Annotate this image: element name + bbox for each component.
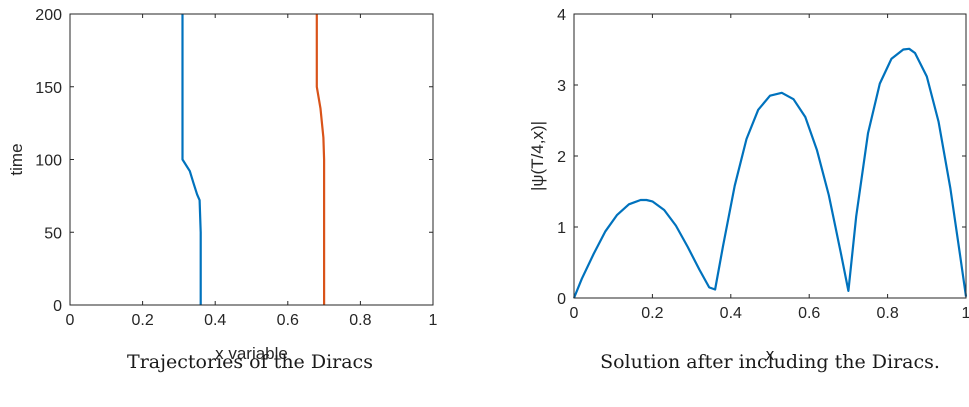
y-tick-label: 50 <box>44 225 62 242</box>
y-tick-label: 200 <box>35 7 62 24</box>
chart-trajectories: 0 0.2 0.4 0.6 0.8 1 0 50 100 150 200 x variable ti… <box>7 7 438 363</box>
tick-labels: 0 0.2 0.4 0.6 0.8 1 0 1 2 3 4 <box>557 7 969 322</box>
y-tick-label: 150 <box>35 80 62 97</box>
x-tick-label: 0.8 <box>349 312 371 329</box>
y-tick-label: 100 <box>35 153 62 170</box>
x-tick-label: 0 <box>66 312 75 329</box>
y-tick-label: 3 <box>557 78 566 95</box>
tick-marks <box>69 13 434 306</box>
tick-labels: 0 0.2 0.4 0.6 0.8 1 0 50 100 150 200 <box>35 7 437 329</box>
axes-box <box>69 13 434 306</box>
series-line-1 <box>572 47 968 299</box>
x-tick-label: 1 <box>429 312 438 329</box>
x-tick-label: 0 <box>570 305 579 322</box>
y-tick-label: 0 <box>557 291 566 308</box>
x-tick-label: 0.6 <box>798 305 820 322</box>
x-tick-label: 0.4 <box>720 305 742 322</box>
x-tick-label: 0.6 <box>277 312 299 329</box>
x-tick-label: 1 <box>962 305 969 322</box>
y-tick-label: 0 <box>53 298 62 315</box>
y-axis-label: time <box>7 143 26 175</box>
x-tick-label: 0.2 <box>131 312 153 329</box>
x-axis-label: x <box>766 345 775 364</box>
caption-left: Trajectories of the Diracs <box>127 351 373 373</box>
plot-lines <box>181 14 326 305</box>
x-axis-label: x variable <box>215 344 288 363</box>
y-tick-label: 4 <box>557 7 566 24</box>
y-axis-label: |ψ(T/4,x)| <box>528 121 547 191</box>
chart-solution: 0 0.2 0.4 0.6 0.8 1 0 1 2 3 4 x |ψ(T/4,x)| <box>528 7 969 364</box>
plot-lines <box>572 47 968 299</box>
caption-right: Solution after including the Diracs. <box>600 351 940 373</box>
series-line-2 <box>315 14 326 305</box>
series-line-1 <box>181 14 202 305</box>
x-tick-label: 0.4 <box>204 312 226 329</box>
x-tick-label: 0.8 <box>876 305 898 322</box>
axes-box <box>573 13 967 299</box>
tick-marks <box>573 13 967 299</box>
y-tick-label: 2 <box>557 149 566 166</box>
y-tick-label: 1 <box>557 220 566 237</box>
x-tick-label: 0.2 <box>641 305 663 322</box>
